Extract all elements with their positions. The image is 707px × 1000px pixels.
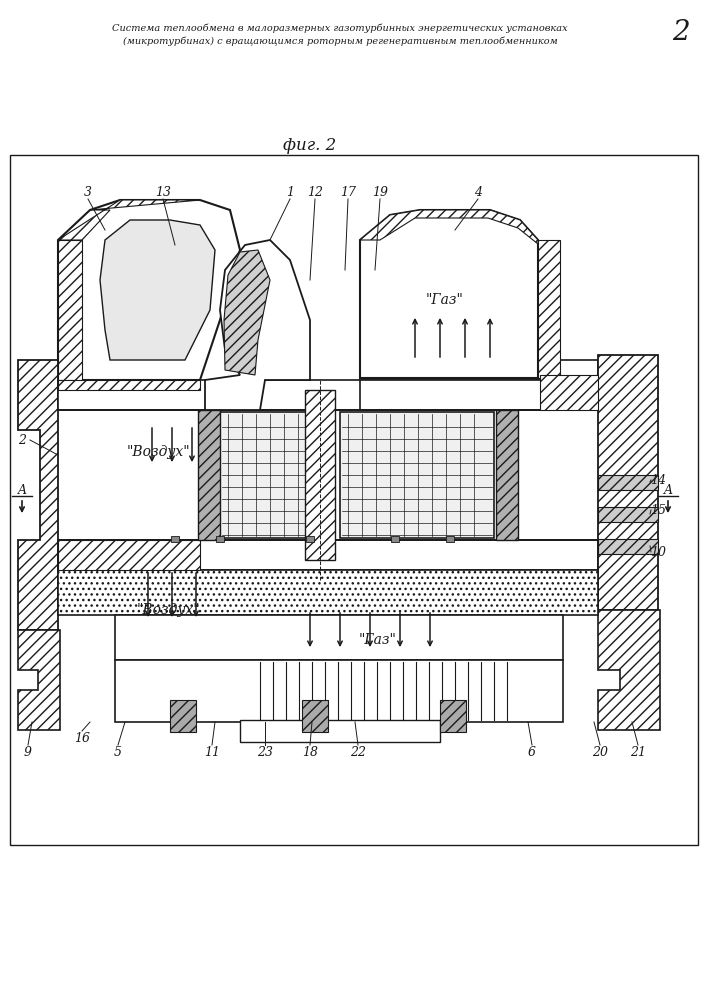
Polygon shape	[598, 355, 658, 610]
Text: "Воздух": "Воздух"	[136, 603, 200, 617]
Bar	[216, 536, 224, 542]
Polygon shape	[360, 360, 598, 410]
Text: "Воздух": "Воздух"	[126, 445, 189, 459]
Text: A: A	[18, 484, 26, 496]
Text: 5: 5	[114, 746, 122, 758]
Bar	[598, 507, 658, 522]
Bar	[198, 410, 220, 540]
Polygon shape	[224, 250, 270, 375]
Bar	[58, 570, 598, 615]
Polygon shape	[58, 200, 200, 240]
Text: 11: 11	[204, 746, 220, 758]
Bar	[171, 536, 179, 542]
Polygon shape	[100, 220, 215, 360]
Bar	[496, 410, 518, 540]
Bar	[115, 660, 563, 722]
Polygon shape	[205, 240, 310, 410]
Text: "Газ": "Газ"	[426, 293, 464, 307]
Polygon shape	[540, 375, 598, 410]
Text: 9: 9	[24, 746, 32, 758]
Text: 2: 2	[672, 18, 689, 45]
Bar	[391, 536, 399, 542]
Polygon shape	[18, 360, 58, 630]
Bar	[306, 536, 314, 542]
Text: 22: 22	[350, 746, 366, 758]
Polygon shape	[360, 210, 538, 378]
Text: Система теплообмена в малоразмерных газотурбинных энергетических установках: Система теплообмена в малоразмерных газо…	[112, 23, 568, 33]
Bar	[220, 412, 315, 538]
Bar	[170, 700, 196, 732]
Text: 12: 12	[307, 186, 323, 198]
Text: 14: 14	[650, 474, 666, 487]
Text: 23: 23	[257, 746, 273, 758]
Bar	[446, 536, 454, 542]
Text: 18: 18	[302, 746, 318, 758]
Polygon shape	[360, 210, 538, 244]
Polygon shape	[58, 240, 82, 380]
Bar	[58, 380, 598, 410]
Text: 16: 16	[74, 732, 90, 744]
Bar	[598, 539, 658, 554]
Bar	[240, 720, 440, 742]
Polygon shape	[58, 200, 240, 380]
Text: 3: 3	[84, 186, 92, 198]
Text: 4: 4	[474, 186, 482, 198]
Text: 20: 20	[592, 746, 608, 758]
Bar	[305, 390, 335, 560]
Polygon shape	[58, 380, 200, 390]
Text: "Газ": "Газ"	[359, 633, 397, 647]
Text: 19: 19	[372, 186, 388, 198]
Text: 2: 2	[18, 434, 26, 446]
Text: 15: 15	[650, 504, 666, 516]
Text: (микротурбинах) с вращающимся роторным регенеративным теплообменником: (микротурбинах) с вращающимся роторным р…	[122, 36, 557, 46]
Polygon shape	[538, 240, 560, 378]
Polygon shape	[598, 610, 660, 730]
Bar	[10, 155, 698, 845]
Bar	[598, 475, 658, 490]
Text: фиг. 2: фиг. 2	[284, 136, 337, 153]
Text: 10: 10	[650, 546, 666, 558]
Text: 13: 13	[155, 186, 171, 198]
Bar	[58, 540, 598, 570]
Text: 6: 6	[528, 746, 536, 758]
Text: 1: 1	[286, 186, 294, 198]
Text: 21: 21	[630, 746, 646, 758]
Bar	[302, 700, 328, 732]
Polygon shape	[18, 630, 60, 730]
Polygon shape	[58, 540, 200, 570]
Bar	[115, 615, 563, 660]
Bar	[340, 412, 494, 538]
Text: A: A	[663, 484, 672, 496]
Text: 17: 17	[340, 186, 356, 198]
Bar	[440, 700, 466, 732]
